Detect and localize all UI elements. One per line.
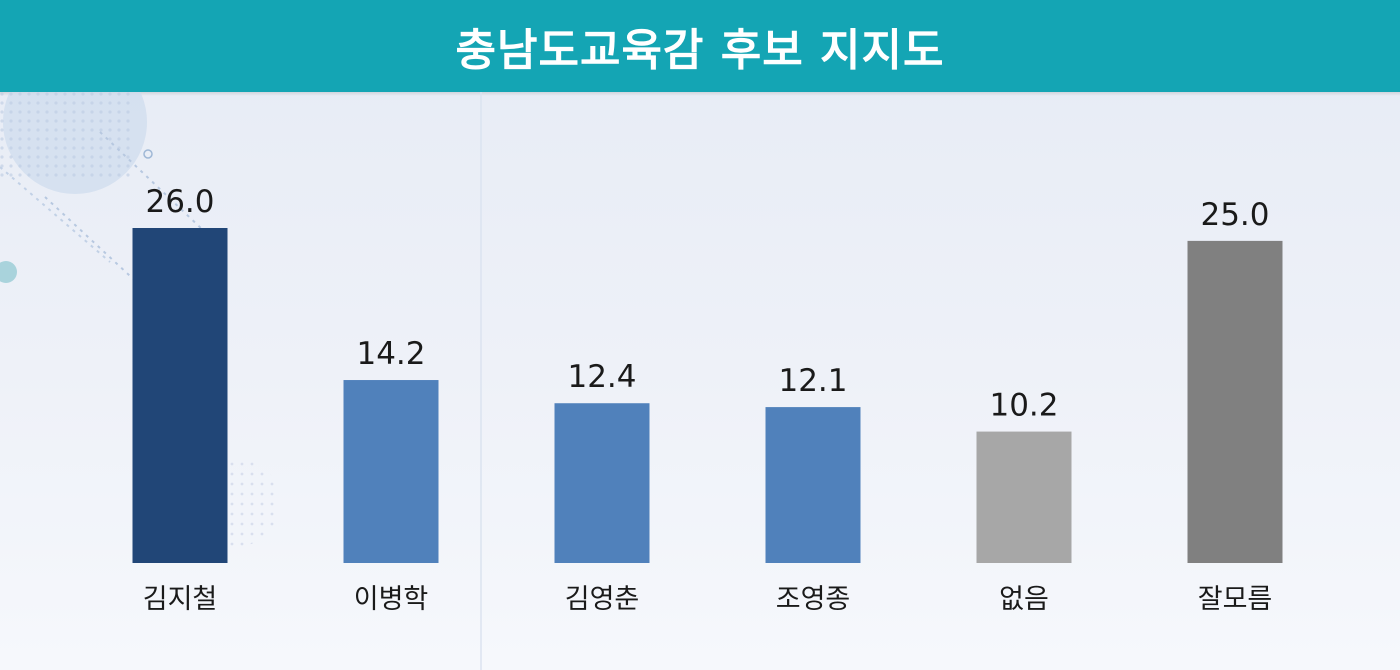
- category-label: 김지철: [143, 584, 218, 615]
- value-label: 14.2: [356, 336, 425, 372]
- category-label: 없음: [999, 584, 1049, 615]
- category-label: 잘모름: [1198, 584, 1273, 615]
- category-label: 이병학: [354, 584, 429, 615]
- value-label: 12.4: [567, 359, 636, 395]
- value-label: 10.2: [989, 388, 1058, 424]
- value-label: 12.1: [778, 363, 847, 399]
- category-label: 조영종: [776, 584, 851, 615]
- bar-3: [765, 407, 861, 563]
- bar-0: [132, 228, 228, 563]
- bar-5: [1187, 240, 1283, 563]
- chart-title: 충남도교육감 후보 지지도: [455, 25, 945, 76]
- bar-2: [554, 403, 650, 563]
- value-label: 25.0: [1200, 197, 1269, 233]
- bar-chart: 26.0 김지철 14.2 이병학 12.4 김영춘 12.1 조영종 10.2 없음 25.0 잘모…: [132, 184, 1283, 615]
- value-label: 26.0: [145, 184, 214, 220]
- bar-4: [976, 431, 1072, 563]
- category-label: 김영춘: [565, 584, 640, 615]
- title-bar: 충남도교육감 후보 지지도: [0, 0, 1400, 96]
- bar-1: [343, 380, 439, 563]
